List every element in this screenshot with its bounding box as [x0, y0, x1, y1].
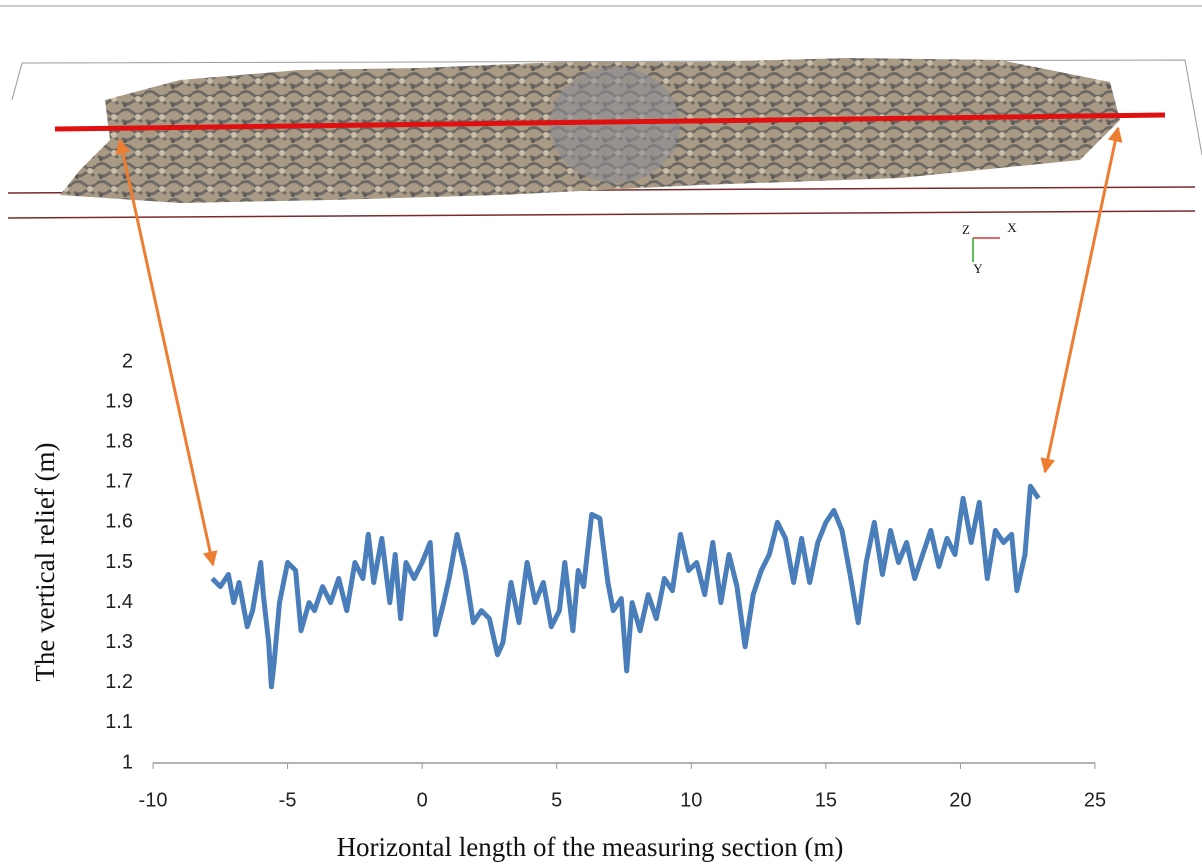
- x-axis-title: Horizontal length of the measuring secti…: [337, 832, 844, 862]
- axis-gizmo-label: Y: [973, 261, 983, 276]
- arrow: [120, 140, 213, 565]
- x-tick-label: -10: [139, 789, 168, 811]
- y-tick-label: 2: [122, 350, 133, 372]
- x-tick-label: 20: [949, 789, 971, 811]
- arrow: [1045, 128, 1118, 472]
- y-tick-label: 1.3: [105, 631, 133, 653]
- y-tick-label: 1.4: [105, 591, 133, 613]
- y-tick-label: 1.8: [105, 430, 133, 452]
- axis-gizmo-label: X: [1007, 220, 1017, 235]
- figure: Z X Y Horizontal length of the measuring…: [0, 0, 1202, 868]
- y-tick-label: 1.1: [105, 711, 133, 733]
- point-cloud-view: Z X Y: [0, 6, 1202, 565]
- y-tick-label: 1.5: [105, 551, 133, 573]
- y-tick-label: 1.2: [105, 671, 133, 693]
- x-tick-label: 15: [815, 789, 837, 811]
- x-tick-label: 0: [417, 789, 428, 811]
- y-tick-label: 1.7: [105, 471, 133, 493]
- axis-gizmo-label: Z: [962, 222, 970, 237]
- y-tick-label: 1.6: [105, 511, 133, 533]
- y-tick-label: 1.9: [105, 390, 133, 412]
- x-tick-label: 25: [1084, 789, 1106, 811]
- x-tick-label: -5: [279, 789, 297, 811]
- y-tick-label: 1: [122, 751, 133, 773]
- x-tick-label: 5: [551, 789, 562, 811]
- relief-line: [212, 486, 1038, 687]
- plot: 1 1.1 1.2 1.3 1.4 1.5 1.6 1.7 1.8 1.9 2 -10 -5 0 5 10 15…: [105, 350, 1106, 811]
- y-axis-title: The vertical relief (m): [30, 442, 60, 681]
- x-tick-label: 10: [680, 789, 702, 811]
